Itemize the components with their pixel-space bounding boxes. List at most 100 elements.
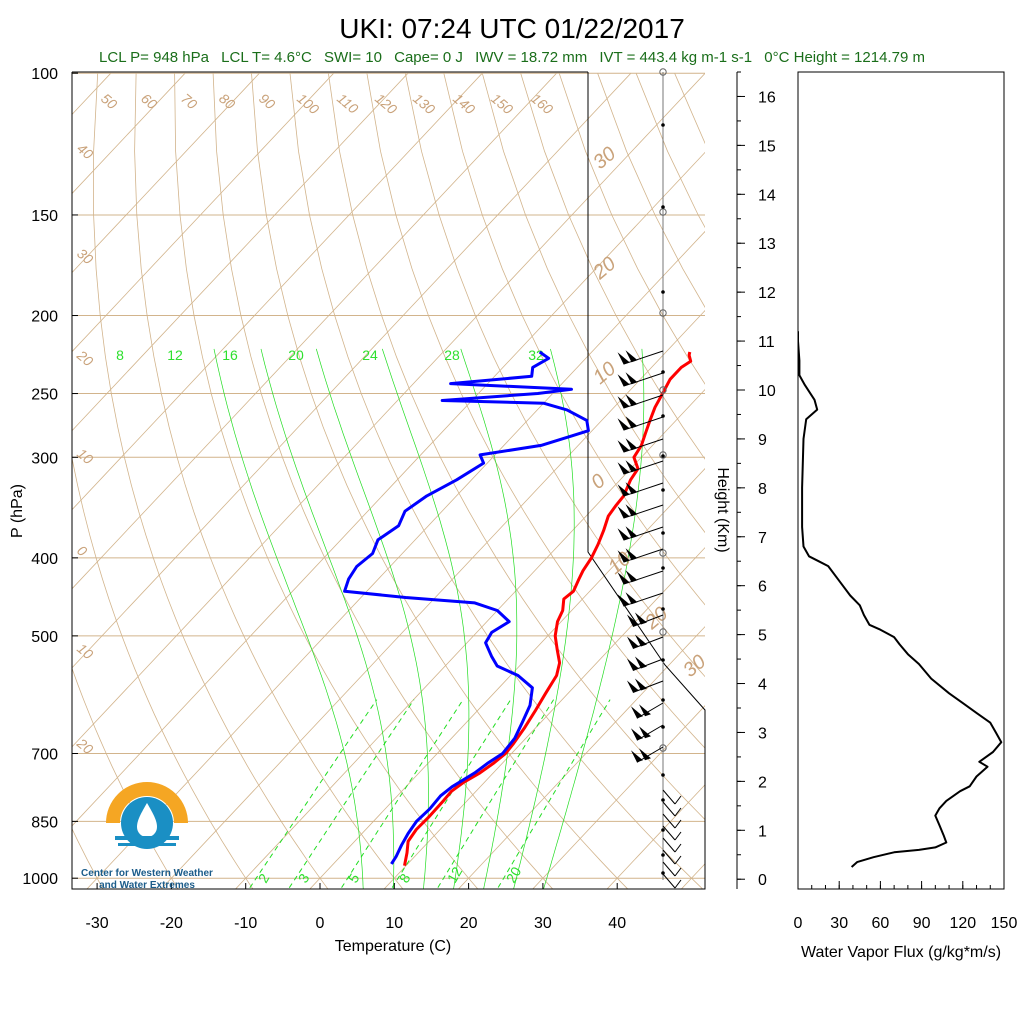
wind-pennant xyxy=(617,396,630,409)
x-tick-label: 40 xyxy=(608,915,626,932)
wind-pennant xyxy=(617,440,630,453)
wind-pennant xyxy=(617,506,630,519)
wind-barb-staff xyxy=(623,526,664,541)
dry-adiabat-label: 90 xyxy=(256,90,278,112)
moist-adiabat-label: 16 xyxy=(222,347,238,363)
moist-adiabat xyxy=(260,348,395,889)
skewt-background-lines xyxy=(72,72,705,889)
mixing-ratio-line xyxy=(287,699,415,889)
ivt-value: IVT = 443.4 kg m-1 s-1 xyxy=(599,49,752,66)
isotherm-label-left: 40 xyxy=(74,140,96,162)
dry-adiabat-label: 140 xyxy=(450,90,478,117)
wind-pennant xyxy=(625,394,638,407)
plot-frame xyxy=(71,72,706,890)
wind-pennant xyxy=(617,572,630,585)
wind-barb-staff xyxy=(623,372,664,387)
x-tick-label: -10 xyxy=(234,915,257,932)
wind-dot xyxy=(661,607,665,611)
wind-pennant xyxy=(626,680,639,693)
wind-barb-staff xyxy=(623,416,664,431)
wind-barb-feather xyxy=(674,855,682,865)
isotherm-label-right: 30 xyxy=(589,143,620,174)
moist-adiabat-label: 20 xyxy=(288,347,304,363)
isotherm xyxy=(72,72,483,511)
height-tick-label: 12 xyxy=(758,285,776,302)
dry-adiabat xyxy=(443,73,705,606)
height-tick-label: 8 xyxy=(758,481,767,498)
wind-dot xyxy=(661,828,665,832)
wind-dot xyxy=(661,871,665,875)
dry-adiabat-label: 150 xyxy=(488,90,516,117)
x-tick-label: 0 xyxy=(316,915,325,932)
lcl-pressure: LCL P= 948 hPa xyxy=(99,49,210,66)
temperature-profile xyxy=(403,351,693,866)
isotherm xyxy=(72,72,557,590)
dry-adiabat xyxy=(93,73,329,889)
wind-barb-feather xyxy=(674,795,682,805)
isotherm-label-right: 0 xyxy=(587,470,610,494)
y-tick-label: 150 xyxy=(31,208,58,225)
flux-x-tick-label: 120 xyxy=(949,915,976,932)
dry-adiabat-label: 80 xyxy=(216,90,238,112)
isotherm xyxy=(86,230,705,889)
wind-pennant xyxy=(625,548,638,561)
isotherm xyxy=(72,151,705,827)
y-tick-label: 700 xyxy=(31,747,58,764)
wind-pennant xyxy=(638,748,651,761)
mixing-ratio-label: 2 xyxy=(255,871,273,886)
moist-adiabat-label: 32 xyxy=(528,347,544,363)
wind-pennant xyxy=(617,352,630,365)
mixing-ratio-label: 5 xyxy=(345,871,363,886)
mixing-ratio-label: 3 xyxy=(295,871,313,886)
dry-adiabat xyxy=(520,73,705,460)
chart-subtitle: LCL P= 948 hPa LCL T= 4.6°C SWI= 10 Cape… xyxy=(99,49,925,66)
isotherm-label-left: 10 xyxy=(74,640,96,662)
isotherm xyxy=(72,72,632,669)
wind-pennant xyxy=(617,550,630,563)
calm-marker xyxy=(659,309,667,317)
dry-adiabat-label: 100 xyxy=(294,90,322,117)
dry-adiabat-label: 120 xyxy=(372,90,400,117)
height-tick-label: 10 xyxy=(758,383,776,400)
dry-adiabat xyxy=(366,73,705,749)
wind-dot xyxy=(661,566,665,570)
height-tick-label: 1 xyxy=(758,823,767,840)
isotherm xyxy=(160,309,705,889)
calm-marker xyxy=(659,744,667,752)
dry-adiabat-label: 110 xyxy=(334,90,362,117)
wind-barb-lower xyxy=(662,873,676,889)
wind-barb-staff xyxy=(623,438,664,453)
flux-line xyxy=(798,331,1003,868)
height-tick-label: 11 xyxy=(758,334,775,351)
dry-adiabat xyxy=(251,73,629,889)
logo-drop-icon xyxy=(137,803,157,837)
wind-barb-feather xyxy=(674,807,682,817)
chart-title: UKI: 07:24 UTC 01/22/2017 xyxy=(339,13,685,44)
wind-dot xyxy=(661,531,665,535)
dry-adiabat-label: 70 xyxy=(178,90,200,112)
wind-barb-staff xyxy=(623,504,664,519)
calm-marker xyxy=(659,208,667,216)
wind-dot xyxy=(661,488,665,492)
wind-pennant xyxy=(617,462,630,475)
wind-dot xyxy=(661,798,665,802)
wind-barb-lower xyxy=(662,861,676,877)
wind-barb-feather xyxy=(674,819,682,829)
wind-pennant xyxy=(625,504,638,517)
wind-barb-feather xyxy=(674,879,682,889)
y-tick-label: 400 xyxy=(31,551,58,568)
iwv-value: IWV = 18.72 mm xyxy=(475,49,587,66)
height-tick-label: 14 xyxy=(758,187,776,204)
moist-adiabat-label: 12 xyxy=(167,347,183,363)
moist-adiabat xyxy=(381,348,470,889)
moist-adiabat xyxy=(513,348,575,889)
calm-marker xyxy=(659,549,667,557)
calm-marker xyxy=(659,68,667,76)
mixing-ratio-line xyxy=(390,699,512,889)
isotherm xyxy=(72,72,186,195)
dry-adiabat-label: 160 xyxy=(528,90,556,117)
isotherm xyxy=(72,72,334,353)
dry-adiabat-label: 60 xyxy=(138,90,160,112)
wind-barb-feather xyxy=(674,843,682,853)
wind-pennant xyxy=(634,678,647,691)
